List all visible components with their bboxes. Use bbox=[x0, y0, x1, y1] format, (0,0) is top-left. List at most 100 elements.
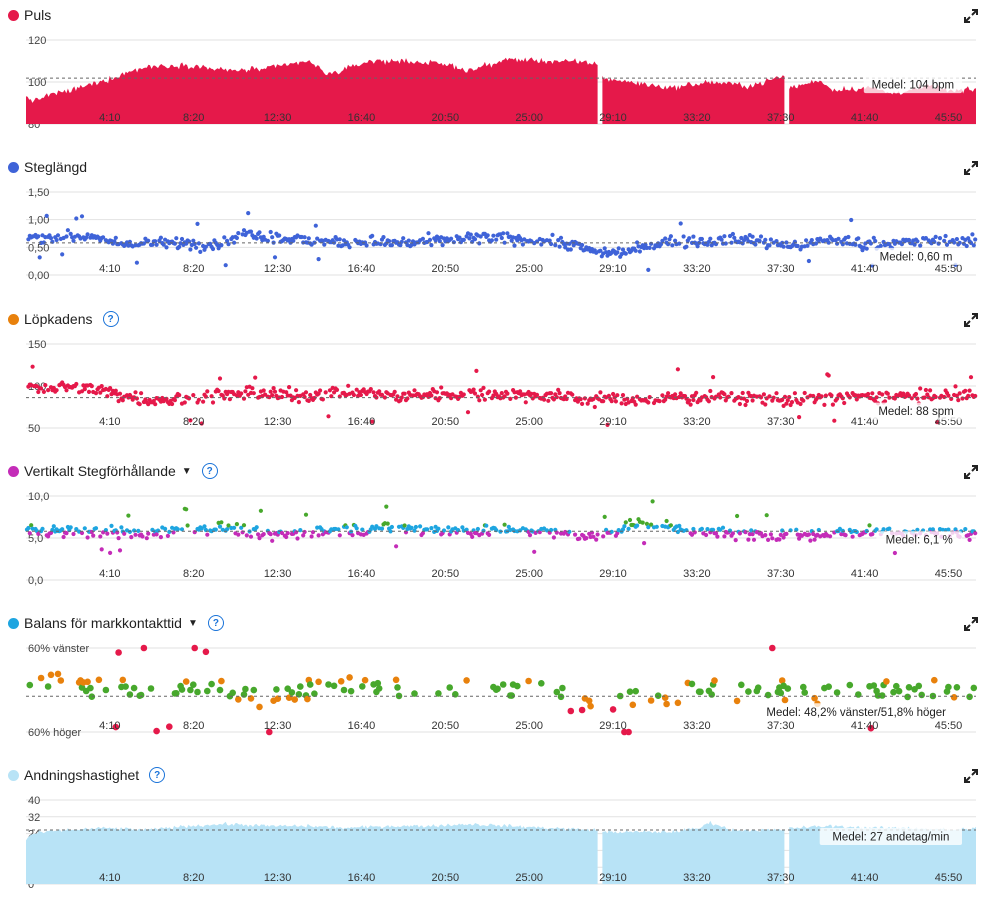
data-point bbox=[340, 686, 348, 694]
help-icon[interactable]: ? bbox=[102, 311, 119, 327]
help-icon[interactable]: ? bbox=[149, 767, 166, 783]
data-point bbox=[225, 527, 230, 532]
expand-icon[interactable] bbox=[963, 464, 979, 480]
data-point bbox=[170, 401, 175, 407]
data-point bbox=[225, 238, 230, 243]
dropdown-caret-icon[interactable]: ▼ bbox=[187, 617, 198, 629]
dropdown-caret-icon[interactable]: ▼ bbox=[181, 465, 192, 477]
data-point bbox=[642, 541, 647, 546]
data-point bbox=[36, 234, 41, 239]
data-point bbox=[311, 690, 318, 697]
data-point bbox=[508, 396, 513, 401]
data-point bbox=[843, 533, 848, 538]
data-point bbox=[418, 524, 423, 529]
data-point bbox=[946, 527, 951, 532]
data-point bbox=[832, 418, 837, 423]
data-point bbox=[468, 232, 473, 237]
data-point bbox=[887, 395, 892, 400]
data-point bbox=[113, 235, 118, 240]
x-tick-label: 33:20 bbox=[683, 112, 711, 124]
data-point bbox=[420, 531, 425, 536]
x-tick-label: 20:50 bbox=[432, 112, 460, 124]
data-point bbox=[797, 536, 802, 541]
data-point bbox=[695, 244, 700, 249]
data-point bbox=[226, 523, 231, 528]
data-point bbox=[771, 395, 776, 400]
data-point bbox=[316, 391, 321, 396]
data-point bbox=[167, 529, 172, 534]
data-point bbox=[186, 396, 192, 401]
help-icon[interactable]: ? bbox=[201, 463, 218, 479]
data-point bbox=[203, 244, 208, 249]
data-point bbox=[261, 388, 266, 393]
data-point bbox=[892, 550, 898, 556]
data-point bbox=[313, 223, 318, 228]
data-point bbox=[112, 723, 120, 731]
data-point bbox=[272, 255, 278, 260]
data-point bbox=[801, 398, 806, 403]
data-point bbox=[620, 393, 626, 398]
data-point bbox=[957, 391, 962, 396]
data-point bbox=[856, 236, 861, 241]
data-point bbox=[577, 536, 582, 541]
data-point bbox=[629, 701, 637, 709]
data-point bbox=[785, 398, 790, 403]
data-point bbox=[481, 528, 486, 533]
expand-icon[interactable] bbox=[963, 768, 979, 784]
data-point bbox=[46, 388, 51, 393]
panel-lopkadens: Löpkadens ? 150100504:108:2012:3016:4020… bbox=[0, 304, 991, 456]
data-point bbox=[650, 499, 655, 504]
data-point bbox=[795, 243, 800, 249]
data-point bbox=[119, 676, 127, 684]
data-point bbox=[742, 396, 747, 401]
average-label: Medel: 6,1 % bbox=[886, 535, 953, 547]
expand-icon[interactable] bbox=[963, 160, 979, 176]
data-point bbox=[41, 240, 47, 245]
data-point bbox=[750, 398, 755, 403]
data-point bbox=[512, 243, 517, 248]
data-point bbox=[26, 525, 31, 531]
help-icon[interactable]: ? bbox=[207, 615, 224, 631]
data-point bbox=[582, 396, 588, 401]
data-point bbox=[477, 241, 482, 246]
data-point bbox=[268, 389, 273, 394]
data-point bbox=[778, 532, 783, 537]
data-point bbox=[931, 676, 938, 684]
data-point bbox=[797, 415, 802, 420]
data-point bbox=[499, 681, 507, 688]
data-point bbox=[64, 531, 69, 536]
data-point bbox=[411, 690, 418, 697]
x-tick-label: 8:20 bbox=[183, 112, 204, 124]
data-point bbox=[64, 388, 69, 393]
data-point bbox=[963, 388, 968, 393]
data-point bbox=[137, 402, 142, 407]
data-point bbox=[774, 391, 779, 396]
chart-andning: 40322416804:108:2012:3016:4020:5025:0029… bbox=[26, 795, 976, 891]
data-point bbox=[182, 400, 187, 405]
data-point bbox=[240, 691, 248, 698]
data-point bbox=[970, 232, 975, 237]
data-point bbox=[158, 235, 163, 240]
data-point bbox=[151, 398, 156, 404]
data-point bbox=[633, 248, 638, 253]
data-point bbox=[885, 391, 890, 396]
data-point bbox=[573, 532, 578, 537]
expand-icon[interactable] bbox=[963, 312, 979, 328]
expand-icon[interactable] bbox=[963, 8, 979, 24]
data-point bbox=[763, 533, 768, 538]
data-point bbox=[60, 527, 65, 532]
data-point bbox=[937, 236, 943, 241]
data-point bbox=[68, 525, 73, 530]
data-point bbox=[154, 242, 159, 247]
x-tick-label: 16:40 bbox=[348, 263, 376, 275]
data-point bbox=[375, 685, 383, 692]
expand-icon[interactable] bbox=[963, 616, 979, 632]
data-point bbox=[146, 531, 151, 536]
data-point bbox=[738, 681, 745, 689]
x-tick-label: 8:20 bbox=[183, 568, 204, 580]
data-point bbox=[953, 684, 961, 691]
data-point bbox=[657, 399, 662, 404]
data-point bbox=[82, 387, 87, 392]
data-point bbox=[204, 687, 211, 695]
data-point bbox=[913, 391, 919, 397]
